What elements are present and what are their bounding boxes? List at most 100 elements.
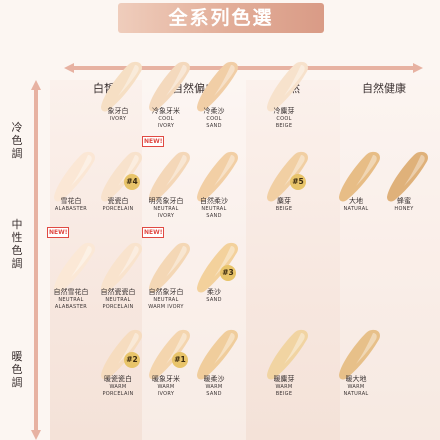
shade-name-en: NATURAL xyxy=(343,390,369,397)
shade-label: 瓷瓷白 PORCELAIN xyxy=(83,197,153,213)
shade-label: 自然象牙白 NEUTRAL WARM IVORY xyxy=(131,288,201,310)
shade-name-en: ALABASTER xyxy=(54,303,88,310)
shade-name-en: BEIGE xyxy=(275,390,293,397)
shade-label: 明亮象牙白 NEUTRAL IVORY xyxy=(131,197,201,219)
column-header: 自然健康 xyxy=(362,82,406,95)
vertical-arrow-icon xyxy=(31,80,41,440)
shade-name-zh: 大地 xyxy=(349,197,363,205)
shade-name-en: WARM IVORY xyxy=(148,303,184,310)
shade-name-en: WARM xyxy=(109,384,127,390)
shade-name-en: SAND xyxy=(206,212,222,219)
shade-swatch xyxy=(336,148,384,206)
shade-name-en: WARM xyxy=(205,384,223,390)
shade-number-badge: #4 xyxy=(124,174,140,190)
shade-name-en: IVORY xyxy=(109,116,127,122)
shade-number-badge: #2 xyxy=(124,352,140,368)
shade-swatch xyxy=(264,148,312,206)
shade-name-zh: 冷柔沙 xyxy=(203,107,225,115)
shade-name-en: SAND xyxy=(206,122,222,129)
row-header: 暖色調 xyxy=(11,350,23,389)
shade-name-zh: 明亮象牙白 xyxy=(148,197,184,205)
shade-name-en: COOL xyxy=(206,116,222,122)
horizontal-arrow-icon xyxy=(64,63,423,73)
shade-label: 暖麋芽 WARM BEIGE xyxy=(249,375,319,397)
shade-name-en: WARM xyxy=(275,384,293,390)
shade-label: 暖大地 WARM NATURAL xyxy=(321,375,391,397)
shade-name-zh: 暖象牙米 xyxy=(152,375,180,383)
shade-number-badge: #5 xyxy=(290,174,306,190)
shade-label: 自然雪花白 NEUTRAL ALABASTER xyxy=(36,288,106,310)
shade-name-en: WARM xyxy=(347,384,365,390)
shade-name-zh: 麋芽 xyxy=(277,197,291,205)
shade-label: 柔沙 SAND xyxy=(179,288,249,304)
shade-name-zh: 蜂蜜 xyxy=(397,197,411,205)
shade-name-zh: 冷麋芽 xyxy=(273,107,295,115)
shade-label: 暖象牙米 WARM IVORY xyxy=(131,375,201,397)
shade-swatch xyxy=(336,326,384,384)
shade-swatch xyxy=(146,239,194,297)
shade-label: 自然瓷瓷白 NEUTRAL PORCELAIN xyxy=(83,288,153,310)
shade-name-zh: 柔沙 xyxy=(207,288,221,296)
shade-swatch xyxy=(51,148,99,206)
new-badge: NEW! xyxy=(142,227,165,238)
shade-name-en: SAND xyxy=(206,297,222,303)
shade-name-zh: 自然象牙白 xyxy=(148,288,184,296)
new-badge: NEW! xyxy=(142,136,165,147)
shade-label: 暖柔沙 WARM SAND xyxy=(179,375,249,397)
shade-name-zh: 瓷瓷白 xyxy=(107,197,129,205)
shade-label: 冷柔沙 COOL SAND xyxy=(179,107,249,129)
shade-name-en: NEUTRAL xyxy=(153,297,179,303)
row-header: 冷色調 xyxy=(11,121,23,160)
shade-name-en: BEIGE xyxy=(275,122,293,129)
shade-swatch xyxy=(194,326,242,384)
shade-name-en: ALABASTER xyxy=(54,206,88,212)
shade-name-zh: 象牙白 xyxy=(107,107,129,115)
shade-name-zh: 暖麋芽 xyxy=(273,375,295,383)
shade-name-en: NEUTRAL xyxy=(105,297,131,303)
shade-name-en: PORCELAIN xyxy=(102,206,134,212)
chart-background xyxy=(50,80,440,440)
shade-label: 冷象牙米 COOL IVORY xyxy=(131,107,201,129)
new-badge: NEW! xyxy=(47,227,70,238)
shade-label: 象牙白 IVORY xyxy=(83,107,153,123)
shade-name-en: IVORY xyxy=(157,390,175,397)
shade-name-zh: 雪花白 xyxy=(60,197,82,205)
shade-name-en: NEUTRAL xyxy=(58,297,84,303)
shade-name-en: NATURAL xyxy=(343,206,369,212)
shade-name-zh: 冷象牙米 xyxy=(152,107,180,115)
shade-label: 雪花白 ALABASTER xyxy=(36,197,106,213)
shade-name-en: COOL xyxy=(158,116,174,122)
page-title: 全系列色選 xyxy=(168,7,274,29)
shade-name-zh: 暖大地 xyxy=(345,375,367,383)
shade-swatch xyxy=(194,58,242,116)
shade-number-badge: #3 xyxy=(220,265,236,281)
shade-swatch xyxy=(146,148,194,206)
shade-swatch xyxy=(98,326,146,384)
shade-name-zh: 暖柔沙 xyxy=(203,375,225,383)
shade-name-en: NEUTRAL xyxy=(153,206,179,212)
shade-swatch xyxy=(146,326,194,384)
shade-name-en: COOL xyxy=(276,116,292,122)
shade-label: 自然柔沙 NEUTRAL SAND xyxy=(179,197,249,219)
shade-swatch xyxy=(51,239,99,297)
shade-swatch xyxy=(98,239,146,297)
shade-label: 麋芽 BEIGE xyxy=(249,197,319,213)
shade-swatch xyxy=(146,58,194,116)
shade-name-zh: 自然瓷瓷白 xyxy=(100,288,136,296)
row-header: 中性色調 xyxy=(11,218,23,270)
shade-name-en: SAND xyxy=(206,390,222,397)
shade-name-en: IVORY xyxy=(157,212,175,219)
shade-swatch xyxy=(194,148,242,206)
shade-swatch xyxy=(98,58,146,116)
column-tint xyxy=(340,80,440,440)
shade-name-en: PORCELAIN xyxy=(102,390,134,397)
shade-name-en: BEIGE xyxy=(275,206,293,212)
shade-name-en: PORCELAIN xyxy=(102,303,134,310)
shade-number-badge: #1 xyxy=(172,352,188,368)
shade-name-en: IVORY xyxy=(157,122,175,129)
shade-swatch xyxy=(194,239,242,297)
shade-swatch xyxy=(384,148,432,206)
shade-label: 大地 NATURAL xyxy=(321,197,391,213)
shade-label: 冷麋芽 COOL BEIGE xyxy=(249,107,319,129)
shade-label: 蜂蜜 HONEY xyxy=(369,197,439,213)
